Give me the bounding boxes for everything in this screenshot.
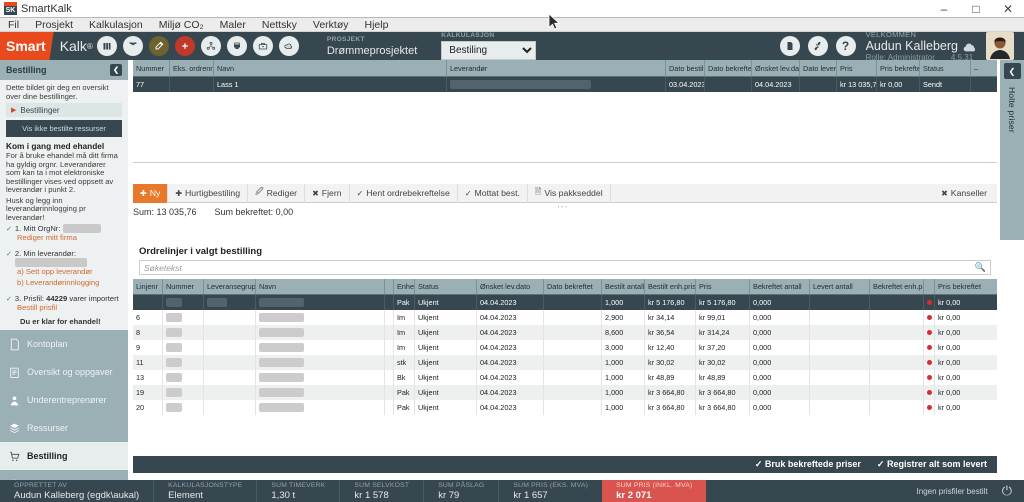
svg-text:2: 2 [290, 48, 292, 50]
svg-text:CO: CO [286, 45, 290, 49]
